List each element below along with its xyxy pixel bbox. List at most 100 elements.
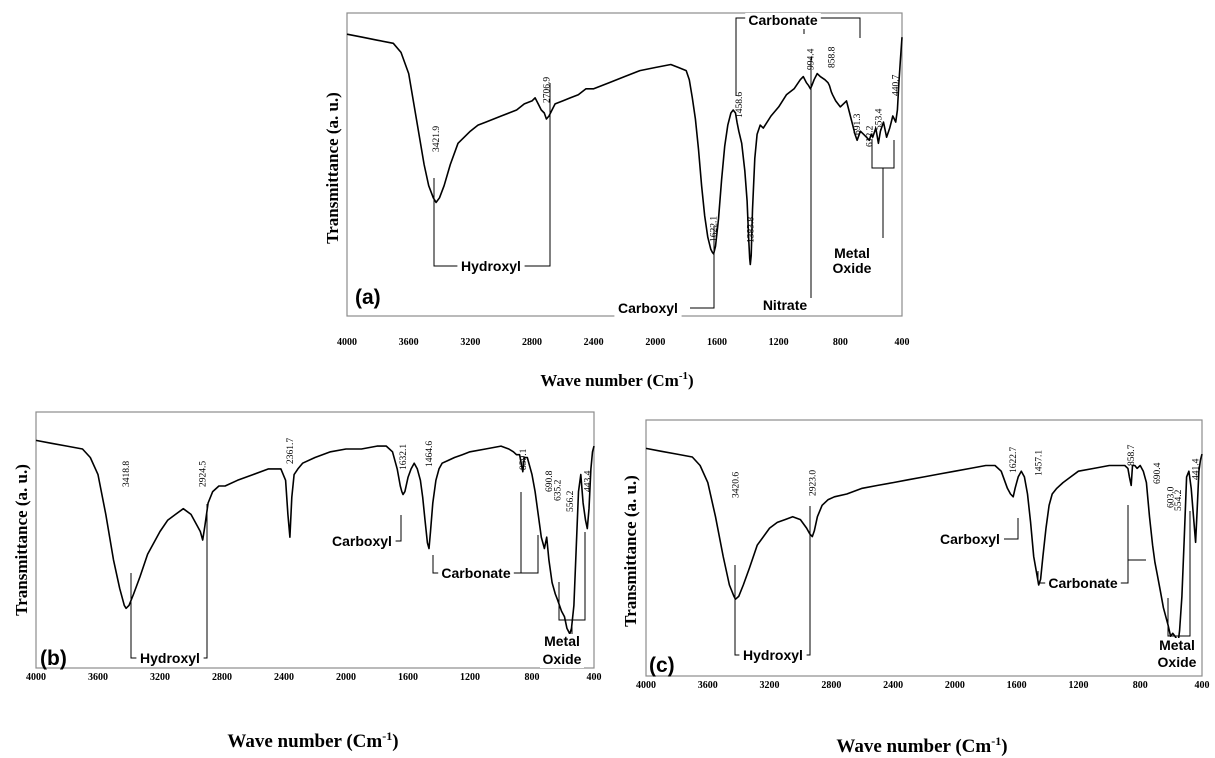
x-tick-label: 4000 bbox=[26, 672, 46, 683]
x-tick-label: 2000 bbox=[336, 672, 356, 683]
plot-frame bbox=[346, 12, 903, 317]
x-axis-label: Wave number (Cm-1) bbox=[227, 729, 398, 752]
peak-label: 2706.9 bbox=[542, 77, 552, 103]
spectrum-line bbox=[346, 33, 903, 266]
x-tick-label: 2400 bbox=[584, 337, 604, 348]
group-label-bg bbox=[457, 259, 525, 275]
plot-frame bbox=[645, 419, 1203, 677]
x-tick-label: 1200 bbox=[460, 672, 480, 683]
x-tick-label: 1200 bbox=[1068, 680, 1088, 691]
group-label: Carbonate bbox=[748, 12, 817, 28]
peak-label: 858.7 bbox=[1127, 444, 1137, 466]
group-label: Oxide bbox=[543, 651, 582, 667]
group-label-bg bbox=[1045, 576, 1121, 592]
x-tick-label: 800 bbox=[833, 337, 848, 348]
group-bracket bbox=[1167, 511, 1191, 645]
x-tick-label: 800 bbox=[525, 672, 540, 683]
x-tick-label: 1600 bbox=[1007, 680, 1027, 691]
peak-label: 1622.1 bbox=[710, 216, 720, 242]
group-bracket bbox=[130, 504, 208, 659]
group-bracket bbox=[734, 506, 811, 656]
peak-label: 859.1 bbox=[519, 448, 529, 470]
group-bracket bbox=[1037, 505, 1146, 584]
group-label-bg bbox=[831, 246, 873, 262]
peak-label: 554.2 bbox=[1174, 489, 1184, 511]
group-label-bg bbox=[1155, 655, 1199, 671]
group-label-bg bbox=[438, 566, 514, 582]
x-axis-label: Wave number (Cm-1) bbox=[836, 734, 1007, 757]
x-tick-label: 800 bbox=[1133, 680, 1148, 691]
peak-label: 635.2 bbox=[554, 479, 564, 501]
peak-label: 690.8 bbox=[545, 470, 555, 492]
group-label: Carboxyl bbox=[940, 531, 1000, 547]
x-tick-label: 400 bbox=[1195, 680, 1210, 691]
x-tick-label: 2000 bbox=[945, 680, 965, 691]
peak-label: 2361.7 bbox=[286, 438, 296, 464]
group-label: Metal bbox=[1159, 637, 1195, 653]
x-tick-label: 2000 bbox=[645, 337, 665, 348]
peak-label: 1457.1 bbox=[1035, 450, 1045, 476]
peak-label: 440.7 bbox=[892, 74, 902, 96]
y-axis-label: Transmittance (a. u.) bbox=[621, 475, 640, 627]
peak-label: 3418.8 bbox=[122, 461, 132, 487]
peak-label: 556.2 bbox=[566, 490, 576, 512]
x-tick-label: 4000 bbox=[337, 337, 357, 348]
group-label-bg bbox=[328, 534, 396, 550]
group-bracket bbox=[690, 226, 715, 309]
chart-panel: 4000 3600 3200 2800 2400 2000 1600 1200 800 400 Wa… bbox=[621, 419, 1210, 757]
group-bracket bbox=[394, 515, 402, 542]
group-label: Carbonate bbox=[1048, 575, 1117, 591]
group-label-bg bbox=[136, 651, 204, 667]
peak-label: 3421.9 bbox=[432, 126, 442, 152]
x-tick-label: 1600 bbox=[707, 337, 727, 348]
group-bracket bbox=[558, 532, 586, 637]
group-bracket bbox=[1004, 518, 1019, 540]
group-label: Oxide bbox=[833, 260, 872, 276]
group-label-bg bbox=[830, 261, 874, 277]
group-bracket bbox=[432, 492, 539, 574]
group-label: Oxide bbox=[1158, 654, 1197, 670]
x-tick-label: 3200 bbox=[460, 337, 480, 348]
peak-label: 690.4 bbox=[1153, 462, 1163, 484]
group-label-bg bbox=[936, 532, 1004, 548]
y-axis-label: Transmittance (a. u.) bbox=[12, 464, 31, 616]
group-label: Hydroxyl bbox=[140, 650, 200, 666]
group-bracket bbox=[871, 140, 895, 238]
x-tick-label: 400 bbox=[895, 337, 910, 348]
x-tick-label: 2800 bbox=[821, 680, 841, 691]
group-label-bg bbox=[745, 13, 821, 29]
peak-label: 1383.8 bbox=[746, 217, 756, 243]
peak-label: 553.4 bbox=[874, 108, 884, 130]
group-label-bg bbox=[739, 648, 807, 664]
spectrum-line bbox=[35, 439, 595, 635]
x-tick-label: 2800 bbox=[212, 672, 232, 683]
x-tick-label: 1200 bbox=[769, 337, 789, 348]
peak-label: 3420.6 bbox=[731, 472, 741, 498]
group-label-bg bbox=[614, 301, 682, 317]
peak-label: 1464.6 bbox=[425, 441, 435, 467]
group-bracket bbox=[801, 57, 812, 306]
plot-frame bbox=[35, 411, 595, 669]
x-tick-label: 400 bbox=[587, 672, 602, 683]
peak-label: 612.2 bbox=[865, 125, 875, 147]
x-tick-label: 3600 bbox=[698, 680, 718, 691]
group-label: Carboxyl bbox=[332, 533, 392, 549]
peak-label: 1622.7 bbox=[1009, 447, 1019, 473]
x-tick-label: 3600 bbox=[399, 337, 419, 348]
chart-panel: 4000 3600 3200 2800 2400 2000 1600 1200 800 400 Wa… bbox=[12, 411, 602, 752]
panel-label: (b) bbox=[40, 647, 67, 670]
x-tick-label: 3200 bbox=[150, 672, 170, 683]
x-tick-label: 3600 bbox=[88, 672, 108, 683]
x-tick-label: 2800 bbox=[522, 337, 542, 348]
spectrum-line bbox=[645, 447, 1203, 643]
peak-label: 1458.6 bbox=[735, 92, 745, 118]
group-label: Hydroxyl bbox=[461, 258, 521, 274]
peak-label: 603.0 bbox=[1167, 486, 1177, 508]
panel-label: (a) bbox=[355, 286, 381, 309]
peak-label: 691.3 bbox=[853, 113, 863, 135]
x-tick-label: 3200 bbox=[760, 680, 780, 691]
peak-label: 2923.0 bbox=[808, 470, 818, 496]
group-label: Carboxyl bbox=[618, 300, 678, 316]
peak-label: 1632.1 bbox=[399, 444, 409, 470]
